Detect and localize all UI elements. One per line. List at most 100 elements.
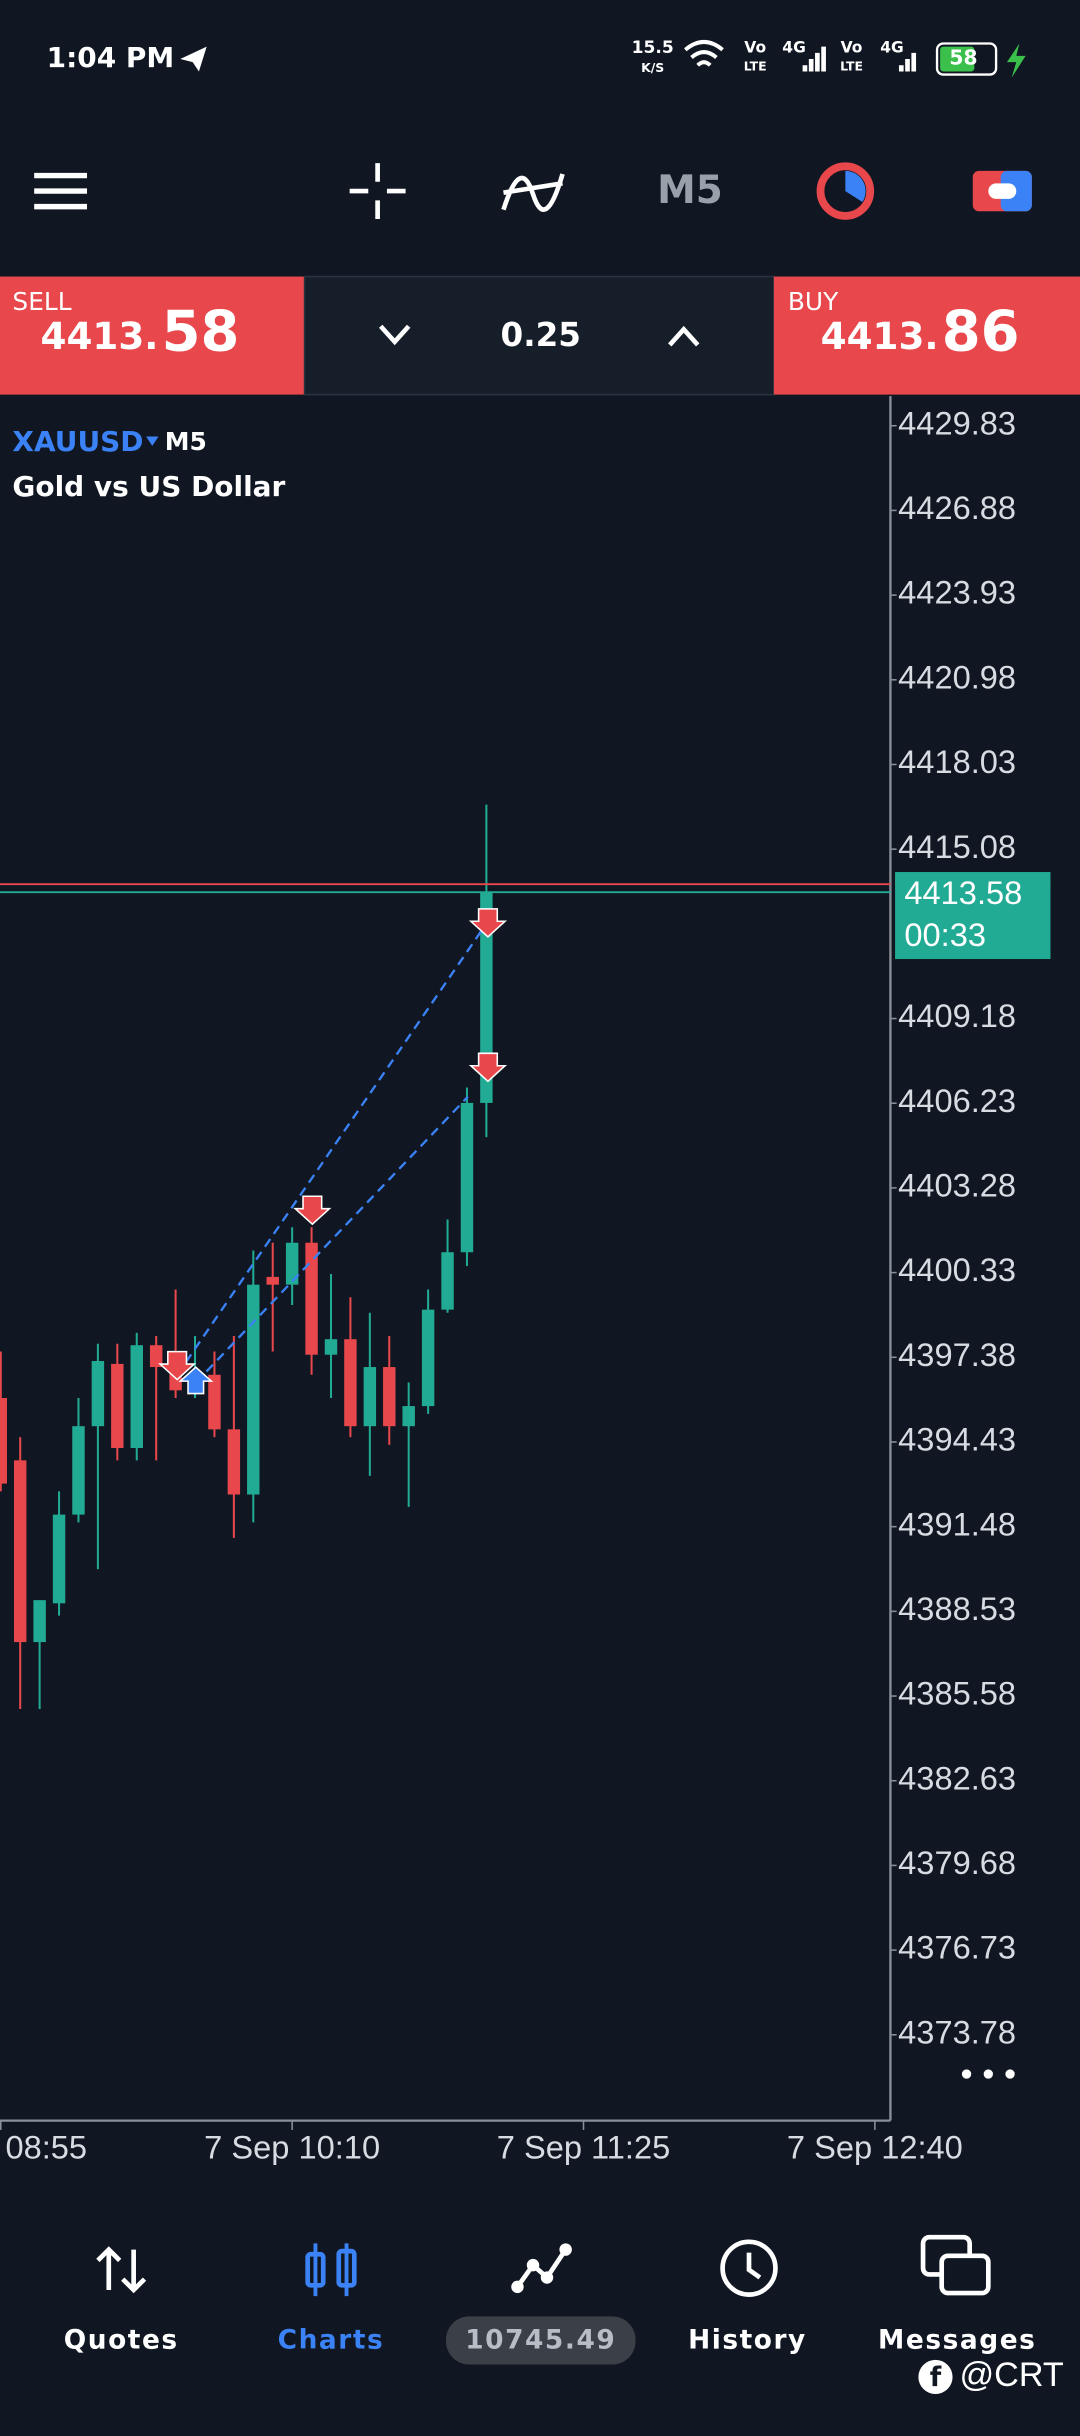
candle-body (227, 1429, 241, 1495)
quotes-icon[interactable] (96, 2246, 147, 2294)
x-tick-label: 7 Sep 10:10 (204, 2129, 380, 2166)
candle-body (33, 1600, 46, 1643)
signal-1 (802, 46, 826, 72)
dot (983, 2069, 993, 2079)
volte-1: Vo (744, 39, 766, 57)
candle-body (324, 1339, 338, 1355)
x-tick-label: 7 Sep 12:40 (787, 2129, 963, 2166)
net-1: 4G (782, 39, 806, 57)
objects-icon-part (845, 170, 866, 202)
candle-body (285, 1242, 299, 1285)
net-2: 4G (880, 39, 904, 57)
y-tick-label: 4388.53 (898, 1590, 1016, 1627)
messages-icon-back (939, 2253, 991, 2296)
wifi-icon (684, 40, 724, 67)
sell-marker (158, 1350, 197, 1381)
trade-icon-dot (559, 2243, 572, 2256)
balance-pill[interactable] (445, 2316, 636, 2365)
y-tick-label: 4391.48 (898, 1505, 1016, 1542)
bid-label-box (895, 872, 1051, 960)
nav-quotes[interactable]: Quotes (64, 2325, 179, 2356)
y-tick-label: 4376.73 (898, 1929, 1016, 1966)
y-tick-label: 4406.23 (898, 1082, 1016, 1119)
balance: 10745.49 (465, 2325, 616, 2356)
chart-timeframe: M5 (165, 427, 207, 456)
net-unit: K/S (641, 60, 664, 75)
sell-marker (468, 1052, 508, 1083)
y-tick-label: 4403.28 (898, 1167, 1016, 1204)
candle-body (0, 1398, 7, 1484)
objects-button[interactable] (816, 162, 875, 220)
candle-body (305, 1242, 318, 1355)
y-tick-label: 4426.88 (898, 489, 1016, 526)
nav-history[interactable]: History (688, 2325, 807, 2356)
chart-subtitle: Gold vs US Dollar (12, 470, 285, 503)
buy-price-main: 4413. (821, 314, 939, 358)
charts-icon[interactable] (305, 2251, 326, 2288)
battery-outline (935, 42, 998, 76)
indicators-button[interactable] (501, 173, 565, 212)
dot (1005, 2069, 1015, 2079)
candle-body (72, 1426, 85, 1515)
candle-body (149, 1345, 163, 1368)
x-tick-label: 7 Sep 11:25 (497, 2129, 670, 2166)
candle-body (111, 1363, 124, 1449)
battery-level (940, 46, 975, 72)
buy-button[interactable] (773, 276, 1080, 395)
candle-body (363, 1367, 377, 1427)
toolbar: M5 (34, 162, 1032, 220)
more-button[interactable] (961, 2069, 1015, 2079)
timeframe-button[interactable]: M5 (657, 168, 723, 213)
volume-decrease[interactable] (378, 324, 411, 346)
candle-body (247, 1284, 260, 1495)
nav-charts[interactable]: Charts (278, 2325, 385, 2356)
volte-2: Vo (841, 39, 863, 57)
trade-icon[interactable] (515, 2248, 568, 2289)
charts-icon-body (336, 2248, 357, 2288)
volume-increase[interactable] (668, 325, 700, 347)
volume-box (303, 275, 775, 396)
sell-button[interactable] (0, 276, 305, 395)
battery-percent: 58 (949, 46, 977, 70)
trade-icon-dot (526, 2258, 540, 2272)
y-tick-label: 4373.78 (898, 2013, 1016, 2050)
facebook-icon (918, 2359, 953, 2395)
lte-1: LTE (744, 58, 767, 73)
volume[interactable]: 0.25 (501, 316, 581, 354)
y-tick-label: 4382.63 (898, 1759, 1016, 1796)
status-bar: 1:04 PM 15.5 K/S Vo LTE 4G Vo LTE 4G 58 (47, 38, 1026, 78)
y-tick-label: 4409.18 (898, 997, 1016, 1034)
crosshair-button[interactable] (349, 163, 406, 220)
y-tick-label: 4394.43 (898, 1421, 1016, 1458)
nav-messages[interactable]: Messages (878, 2325, 1036, 2356)
y-tick-label: 4423.93 (898, 574, 1016, 611)
menu-button[interactable] (34, 172, 88, 210)
facebook-f: f (930, 2362, 942, 2393)
y-tick-label: 4420.98 (898, 658, 1016, 695)
buy-price-big: 86 (942, 300, 1020, 365)
telegram-icon (180, 46, 207, 72)
y-tick-label: 4385.58 (898, 1675, 1016, 1712)
plot (0, 804, 493, 1709)
candle-body (480, 892, 493, 1103)
net-speed: 15.5 (632, 38, 674, 58)
symbol[interactable]: XAUUSD (12, 425, 143, 458)
y-tick-label: 4429.83 (898, 404, 1016, 441)
candle-body (208, 1374, 221, 1430)
y-tick-label: 4379.68 (898, 1844, 1016, 1881)
candle-body (402, 1406, 415, 1427)
y-tick-label: 4397.38 (898, 1336, 1016, 1373)
dot (961, 2069, 972, 2079)
candle-body (421, 1309, 435, 1407)
history-icon[interactable] (720, 2239, 778, 2297)
candle-body (130, 1345, 143, 1449)
watermark: @CRT (959, 2356, 1063, 2394)
sell-price-main: 4413. (41, 314, 159, 358)
countdown: 00:33 (904, 916, 986, 953)
sell-price-big: 58 (162, 300, 240, 365)
candle-body (383, 1367, 396, 1427)
candle-body (441, 1252, 454, 1310)
